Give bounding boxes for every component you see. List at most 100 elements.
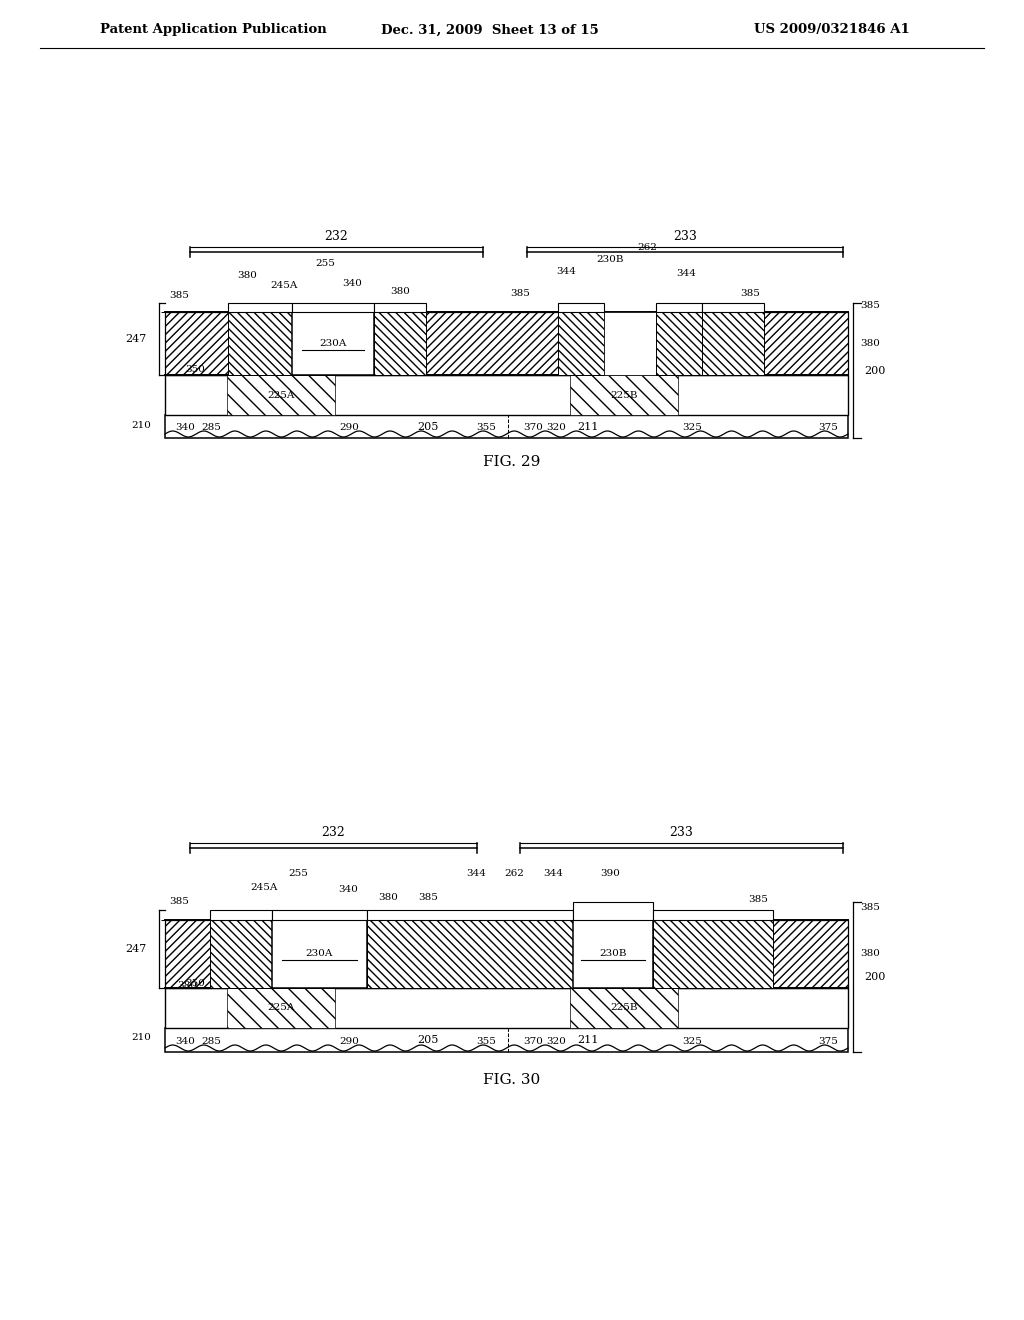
Bar — [653, 909, 773, 920]
Text: 344: 344 — [543, 870, 563, 879]
Text: 290: 290 — [339, 424, 359, 433]
Text: 385: 385 — [169, 898, 189, 907]
Text: 340: 340 — [338, 886, 358, 895]
Bar — [292, 304, 374, 312]
Text: 380: 380 — [860, 949, 880, 958]
Text: 247: 247 — [126, 334, 147, 345]
Bar — [227, 375, 335, 414]
Text: 230B: 230B — [596, 255, 624, 264]
Text: 225B: 225B — [610, 1003, 638, 1012]
Text: 385: 385 — [749, 895, 768, 904]
Text: 233: 233 — [670, 825, 693, 838]
Text: 230A: 230A — [319, 339, 347, 348]
Text: 200: 200 — [864, 972, 886, 982]
Bar — [228, 304, 292, 312]
Text: 385: 385 — [169, 290, 189, 300]
Text: 225A: 225A — [267, 1003, 295, 1012]
Bar — [656, 304, 702, 312]
Text: FIG. 30: FIG. 30 — [483, 1073, 541, 1086]
Bar — [272, 920, 367, 987]
Text: 232: 232 — [325, 230, 348, 243]
Text: 262: 262 — [637, 243, 657, 252]
Bar — [227, 987, 335, 1028]
Text: 344: 344 — [466, 870, 486, 879]
Bar — [165, 312, 848, 375]
Text: 385: 385 — [418, 894, 438, 903]
Text: 245A: 245A — [270, 281, 298, 289]
Text: US 2009/0321846 A1: US 2009/0321846 A1 — [755, 24, 910, 37]
Polygon shape — [228, 312, 292, 375]
Text: 380: 380 — [238, 271, 257, 280]
Text: 344: 344 — [556, 267, 575, 276]
Bar — [573, 902, 653, 920]
Bar — [570, 987, 678, 1028]
Text: 385: 385 — [740, 289, 760, 297]
Text: 325: 325 — [682, 1036, 701, 1045]
Bar — [272, 909, 367, 920]
Bar — [367, 909, 573, 920]
Text: 233: 233 — [673, 230, 697, 243]
Text: 340: 340 — [175, 424, 195, 433]
Text: 385: 385 — [860, 903, 880, 912]
Polygon shape — [653, 920, 773, 987]
Bar — [558, 304, 604, 312]
Text: 380: 380 — [177, 981, 197, 990]
Text: 210: 210 — [131, 1034, 151, 1043]
Text: 247: 247 — [126, 944, 147, 954]
Text: 320: 320 — [546, 1036, 566, 1045]
Text: 355: 355 — [476, 424, 496, 433]
Text: 230B: 230B — [599, 949, 627, 958]
Bar — [570, 375, 678, 414]
Bar — [210, 909, 272, 920]
Bar — [604, 312, 656, 375]
Text: 344: 344 — [676, 268, 696, 277]
Text: 380: 380 — [860, 339, 880, 348]
Text: 355: 355 — [476, 1036, 496, 1045]
Text: 350: 350 — [185, 978, 205, 987]
Text: 205: 205 — [418, 421, 438, 432]
Text: 211: 211 — [578, 421, 599, 432]
Text: 285: 285 — [201, 1036, 221, 1045]
Bar — [292, 312, 374, 375]
Bar — [374, 304, 426, 312]
Bar — [702, 304, 764, 312]
Text: 255: 255 — [288, 870, 308, 879]
Bar — [573, 920, 653, 987]
Text: 375: 375 — [818, 1036, 838, 1045]
Text: 380: 380 — [390, 286, 410, 296]
Text: 230A: 230A — [306, 949, 333, 958]
Text: 262: 262 — [504, 870, 524, 879]
Text: 325: 325 — [682, 424, 701, 433]
Text: 385: 385 — [510, 289, 530, 297]
Polygon shape — [210, 920, 272, 987]
Polygon shape — [656, 312, 702, 375]
Text: 370: 370 — [523, 1036, 543, 1045]
Text: 285: 285 — [201, 424, 221, 433]
Text: 225A: 225A — [267, 391, 295, 400]
Text: 370: 370 — [523, 424, 543, 433]
Text: 320: 320 — [546, 424, 566, 433]
Text: 255: 255 — [315, 259, 335, 268]
Polygon shape — [367, 920, 573, 987]
Polygon shape — [374, 312, 426, 375]
Polygon shape — [702, 312, 764, 375]
Text: 385: 385 — [860, 301, 880, 309]
Bar — [165, 414, 848, 438]
Text: 225B: 225B — [610, 391, 638, 400]
Text: 290: 290 — [339, 1036, 359, 1045]
Bar — [165, 987, 848, 1028]
Text: 375: 375 — [818, 424, 838, 433]
Text: 340: 340 — [342, 279, 361, 288]
Text: 205: 205 — [418, 1035, 438, 1045]
Text: 200: 200 — [864, 366, 886, 375]
Polygon shape — [558, 312, 604, 375]
Text: 211: 211 — [578, 1035, 599, 1045]
Text: FIG. 29: FIG. 29 — [483, 455, 541, 469]
Text: 340: 340 — [175, 1036, 195, 1045]
Bar — [165, 1028, 848, 1052]
Text: 210: 210 — [131, 421, 151, 429]
Text: 245A: 245A — [250, 883, 278, 892]
Text: 380: 380 — [378, 894, 398, 903]
Text: 390: 390 — [600, 870, 620, 879]
Bar — [165, 375, 848, 414]
